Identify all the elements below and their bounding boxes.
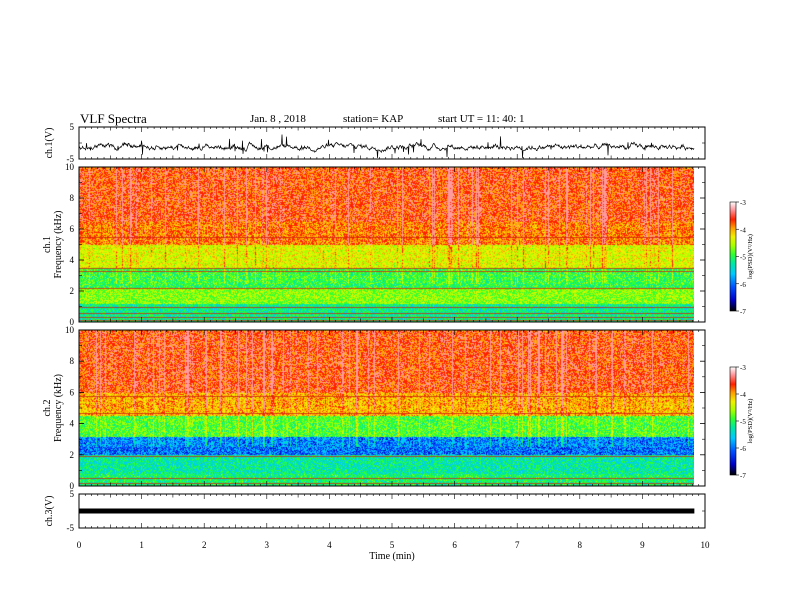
x-tick-label: 1 bbox=[139, 540, 144, 550]
y-tick-label: 5 bbox=[70, 489, 75, 499]
ch1-waveform-ylabel: ch.1(V) bbox=[44, 128, 55, 159]
date-label: Jan. 8 , 2018 bbox=[250, 113, 306, 125]
ch3-waveform-ylabel: ch.3(V) bbox=[44, 496, 55, 527]
colorbar-tick-label: -4 bbox=[740, 391, 746, 399]
station-label: station= KAP bbox=[343, 113, 404, 125]
ch2-spectrogram-image bbox=[79, 330, 694, 486]
colorbar bbox=[729, 201, 737, 312]
x-tick-label: 5 bbox=[390, 540, 395, 550]
colorbar-label: log(PSD)(V²/Hz) bbox=[747, 399, 754, 444]
y-tick-label: 8 bbox=[70, 193, 75, 203]
colorbar-tick-label: -7 bbox=[740, 472, 746, 480]
colorbar-label: log(PSD)(V²/Hz) bbox=[747, 234, 754, 279]
y-tick-label: 5 bbox=[70, 122, 75, 132]
start-time-label: start UT = 11: 40: 1 bbox=[438, 113, 525, 125]
y-tick-label: 6 bbox=[70, 387, 75, 397]
x-tick-label: 2 bbox=[202, 540, 207, 550]
x-tick-label: 6 bbox=[452, 540, 457, 550]
y-tick-label: 2 bbox=[70, 450, 75, 460]
x-tick-label: 8 bbox=[578, 540, 583, 550]
x-tick-label: 3 bbox=[265, 540, 270, 550]
y-tick-label: 4 bbox=[70, 255, 75, 265]
x-tick-label: 4 bbox=[327, 540, 332, 550]
y-tick-label: 2 bbox=[70, 286, 75, 296]
colorbar-tick-label: -6 bbox=[740, 281, 746, 289]
y-tick-label: -5 bbox=[67, 523, 75, 533]
colorbar-tick-label: -5 bbox=[740, 418, 746, 426]
x-tick-label: 9 bbox=[640, 540, 645, 550]
colorbar-tick-label: -3 bbox=[740, 364, 746, 372]
colorbar-tick-label: -7 bbox=[740, 308, 746, 316]
y-tick-label: 0 bbox=[70, 317, 75, 327]
ch1-spectrogram-ylabel-channel: ch.1 bbox=[42, 236, 53, 253]
colorbar-tick-label: -5 bbox=[740, 254, 746, 262]
y-tick-label: 4 bbox=[70, 419, 75, 429]
colorbar-tick-label: -3 bbox=[740, 199, 746, 207]
x-axis-label: Time (min) bbox=[369, 551, 414, 562]
y-tick-label: 6 bbox=[70, 224, 75, 234]
colorbar-tick-label: -6 bbox=[740, 445, 746, 453]
x-tick-label: 7 bbox=[515, 540, 520, 550]
ch3-waveform-trace bbox=[79, 508, 695, 514]
ch1-waveform-trace bbox=[78, 134, 695, 159]
y-tick-label: -5 bbox=[67, 154, 75, 164]
x-tick-label: 10 bbox=[701, 540, 711, 550]
ch1-spectrogram-image bbox=[79, 167, 694, 322]
y-tick-label: 10 bbox=[65, 325, 75, 335]
figure-title: VLF Spectra bbox=[80, 111, 147, 126]
y-tick-label: 0 bbox=[70, 481, 75, 491]
colorbar bbox=[729, 366, 737, 476]
ch2-spectrogram-ylabel-channel: ch.2 bbox=[42, 400, 53, 417]
colorbar-tick-label: -4 bbox=[740, 226, 746, 234]
x-tick-label: 0 bbox=[77, 540, 82, 550]
y-tick-label: 10 bbox=[65, 162, 75, 172]
y-tick-label: 8 bbox=[70, 356, 75, 366]
ch1-spectrogram-ylabel-frequency: Frequency (kHz) bbox=[53, 210, 64, 278]
ch2-spectrogram-ylabel-frequency: Frequency (kHz) bbox=[53, 374, 64, 442]
